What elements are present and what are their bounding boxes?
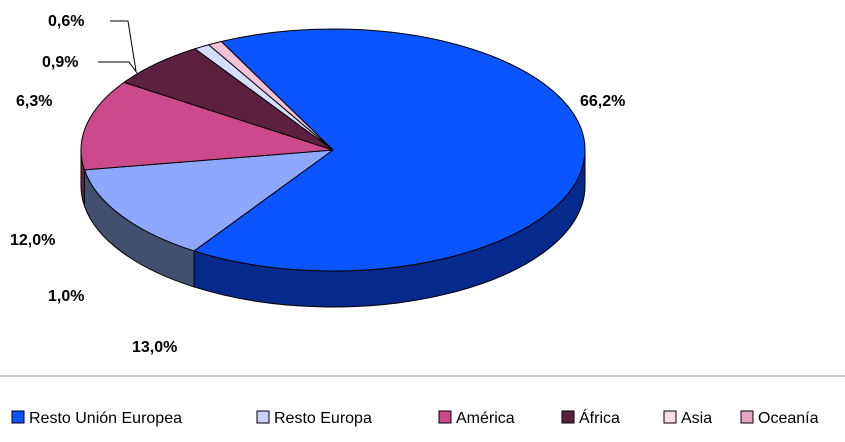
pie-slices <box>80 28 586 272</box>
label-resto-union-europea: 66,2% <box>580 93 625 110</box>
label-africa: 6,3% <box>16 93 52 110</box>
legend-label-resto-union-europea: Resto Unión Europea <box>29 410 182 427</box>
legend-swatch-resto-europa <box>256 410 270 424</box>
slice-oceania <box>208 41 334 151</box>
leader-lines <box>98 20 138 74</box>
slice-resto-europa <box>83 149 334 252</box>
legend-swatch-africa <box>561 410 575 424</box>
legend-label-oceania: Oceanía <box>758 410 819 427</box>
legend-label-africa: África <box>579 408 620 427</box>
data-labels: 66,2% 13,0% 12,0% 6,3% 1,0% 0,9% 0,6% <box>10 13 625 356</box>
label-oceania: 0,9% <box>42 54 78 71</box>
legend-swatch-asia <box>663 410 677 424</box>
legend: Resto Unión Europea Resto Europa América… <box>11 408 819 427</box>
label-small-slice: 0,6% <box>48 13 84 30</box>
leader-line-1 <box>98 61 138 74</box>
label-asia: 1,0% <box>48 288 84 305</box>
slice-resto-union-europea <box>193 28 586 272</box>
legend-swatch-america <box>438 410 452 424</box>
leader-line-2 <box>110 20 137 72</box>
slice-america <box>80 81 334 171</box>
label-resto-europa: 13,0% <box>132 339 177 356</box>
legend-swatch-resto-union-europea <box>11 410 25 424</box>
legend-label-resto-europa: Resto Europa <box>274 410 372 427</box>
label-america: 12,0% <box>10 232 55 249</box>
legend-label-america: América <box>456 410 515 427</box>
legend-label-asia: Asia <box>681 410 712 427</box>
legend-swatch-oceania <box>740 410 754 424</box>
